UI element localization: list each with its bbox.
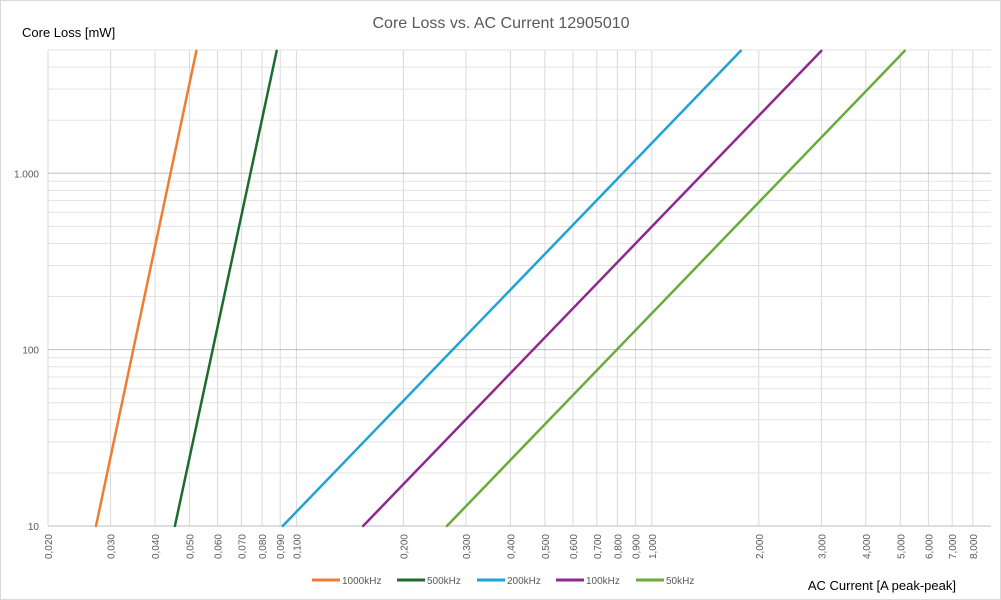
x-tick-label: 0,090 <box>276 534 287 559</box>
x-tick-label: 5,000 <box>896 534 907 559</box>
x-tick-label: 0,080 <box>258 534 269 559</box>
legend-label-100kHz: 100kHz <box>586 576 620 587</box>
x-tick-label: 0,400 <box>506 534 517 559</box>
x-tick-label: 1,000 <box>648 534 659 559</box>
x-tick-label: 7,000 <box>948 534 959 559</box>
x-tick-label: 0,600 <box>569 534 580 559</box>
x-tick-label: 0,100 <box>292 534 303 559</box>
x-tick-label: 8,000 <box>969 534 980 559</box>
legend-label-500kHz: 500kHz <box>427 576 461 587</box>
series-line-1000kHz <box>94 49 198 528</box>
x-axis-title: AC Current [A peak-peak] <box>808 578 956 593</box>
legend-label-200kHz: 200kHz <box>507 576 541 587</box>
x-tick-label: 0,500 <box>541 534 552 559</box>
x-tick-label: 0,020 <box>44 534 55 559</box>
x-tick-label: 0,900 <box>632 534 643 559</box>
x-tick-label: 4,000 <box>862 534 873 559</box>
x-tick-labels: 0,020 0,030 0,040 0,050 0,060 0,070 0,080 0,090… <box>44 534 980 559</box>
y-tick-labels: 10 100 1.000 <box>14 169 39 533</box>
x-tick-label: 0,050 <box>185 534 196 559</box>
grid-lines <box>47 49 991 527</box>
x-tick-label: 6,000 <box>924 534 935 559</box>
y-axis-title: Core Loss [mW] <box>22 25 115 40</box>
x-tick-label: 0,060 <box>214 534 225 559</box>
series-line-50kHz <box>445 49 907 528</box>
series-line-200kHz <box>281 49 743 528</box>
chart-title: Core Loss vs. AC Current 12905010 <box>372 15 629 32</box>
x-tick-label: 0,030 <box>107 534 118 559</box>
x-tick-label: 3,000 <box>817 534 828 559</box>
y-tick-label: 1.000 <box>14 169 39 180</box>
y-tick-label: 10 <box>28 522 40 533</box>
y-tick-label: 100 <box>22 346 39 357</box>
series-lines <box>94 49 907 528</box>
legend: 1000kHz 500kHz 200kHz 100kHz 50kHz <box>312 576 694 587</box>
x-tick-label: 0,300 <box>462 534 473 559</box>
series-line-100kHz <box>361 49 823 528</box>
legend-label-50kHz: 50kHz <box>666 576 694 587</box>
x-tick-label: 0,200 <box>399 534 410 559</box>
x-tick-label: 0,800 <box>613 534 624 559</box>
legend-label-1000kHz: 1000kHz <box>342 576 381 587</box>
x-tick-label: 0,040 <box>151 534 162 559</box>
x-tick-label: 2,000 <box>755 534 766 559</box>
x-tick-label: 0,700 <box>593 534 604 559</box>
series-line-500kHz <box>173 49 278 528</box>
x-tick-label: 0,070 <box>237 534 248 559</box>
